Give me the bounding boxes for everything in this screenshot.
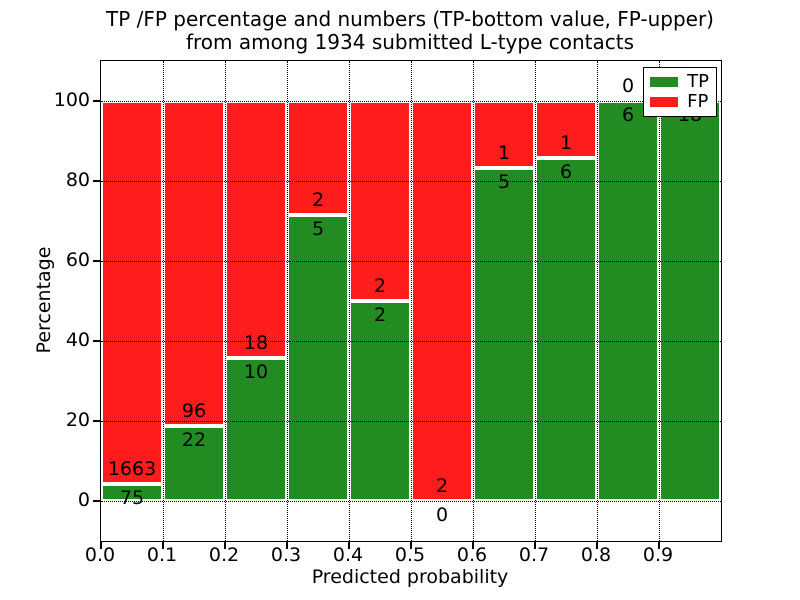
x-tick-label: 0.3 — [270, 544, 302, 566]
x-tick-mark — [348, 541, 350, 549]
fp-bar-segment — [535, 101, 597, 159]
tp-count-label: 0 — [435, 504, 449, 526]
fp-count-label: 96 — [181, 400, 207, 423]
x-tick-label: 0.4 — [332, 544, 364, 566]
tp-count-label: 6 — [559, 161, 573, 184]
x-gridline — [411, 61, 412, 541]
tp-bar-segment — [287, 215, 349, 501]
x-tick-label: 0.2 — [208, 544, 240, 566]
fp-count-label: 2 — [311, 189, 325, 212]
tp-legend-label: TP — [687, 71, 709, 92]
y-tick-label: 0 — [77, 489, 90, 511]
y-axis-label: Percentage — [33, 246, 55, 354]
fp-count-label: 1 — [497, 141, 511, 164]
fp-count-label: 18 — [243, 332, 269, 355]
x-gridline — [287, 61, 288, 541]
x-tick-mark — [658, 541, 660, 549]
fp-bar-segment — [411, 101, 473, 501]
fp-bar-segment — [101, 101, 163, 484]
fp-count-label: 2 — [435, 475, 449, 497]
tp-count-label: 75 — [119, 486, 145, 509]
tp-count-label: 5 — [311, 218, 325, 241]
tp-bar-segment — [659, 101, 721, 501]
x-tick-mark — [286, 541, 288, 549]
x-tick-mark — [534, 541, 536, 549]
fp-legend-swatch — [650, 97, 679, 107]
x-tick-mark — [472, 541, 474, 549]
fp-legend-label: FP — [687, 91, 709, 112]
tp-bar-segment — [597, 101, 659, 501]
plot-area: 16637596221810252220151606018 TP FP — [100, 60, 722, 542]
legend: TP FP — [643, 67, 717, 117]
chart-title-line2: from among 1934 submitted L-type contact… — [185, 30, 635, 54]
x-axis-label: Predicted probability — [311, 566, 509, 588]
fp-bar-segment — [349, 101, 411, 301]
x-tick-mark — [224, 541, 226, 549]
x-gridline — [535, 61, 536, 541]
tp-count-label: 22 — [181, 429, 207, 452]
fp-count-label: 1663 — [107, 457, 157, 480]
x-gridline — [597, 61, 598, 541]
x-tick-mark — [596, 541, 598, 549]
tp-legend-swatch — [650, 77, 679, 87]
y-tick-mark — [93, 180, 100, 182]
y-tick-mark — [93, 340, 100, 342]
y-tick-mark — [93, 100, 100, 102]
x-gridline — [225, 61, 226, 541]
legend-item-fp: FP — [650, 92, 709, 112]
y-tick-label: 40 — [65, 329, 90, 351]
tp-bar-segment — [535, 158, 597, 501]
fp-count-label: 2 — [373, 275, 387, 297]
tp-count-label: 2 — [373, 304, 387, 326]
x-gridline — [473, 61, 474, 541]
x-tick-label: 0.8 — [580, 544, 612, 566]
fp-count-label: 1 — [559, 132, 573, 155]
y-tick-label: 20 — [65, 409, 90, 431]
y-tick-mark — [93, 500, 100, 502]
x-gridline — [163, 61, 164, 541]
y-tick-label: 100 — [53, 89, 90, 111]
y-tick-label: 80 — [65, 169, 90, 191]
tp-count-label: 10 — [243, 361, 269, 384]
x-tick-mark — [410, 541, 412, 549]
tp-bar-segment — [101, 483, 163, 501]
x-tick-label: 0.1 — [146, 544, 178, 566]
x-gridline — [659, 61, 660, 541]
y-tick-label: 60 — [65, 249, 90, 271]
x-tick-label: 0.7 — [518, 544, 550, 566]
tp-bar-segment — [349, 301, 411, 501]
fp-bar-segment — [163, 101, 225, 427]
tp-bar-segment — [225, 358, 287, 501]
x-tick-label: 0.9 — [642, 544, 674, 566]
x-tick-mark — [100, 541, 102, 549]
fp-count-label: 0 — [621, 75, 635, 97]
tp-bar-segment — [163, 426, 225, 501]
y-tick-mark — [93, 260, 100, 262]
legend-item-tp: TP — [650, 72, 709, 92]
chart-title: TP /FP percentage and numbers (TP-bottom… — [90, 8, 730, 54]
chart-title-line1: TP /FP percentage and numbers (TP-bottom… — [106, 7, 714, 31]
y-tick-mark — [93, 420, 100, 422]
fp-bar-segment — [225, 101, 287, 359]
x-gridline — [349, 61, 350, 541]
x-tick-label: 0.5 — [394, 544, 426, 566]
fp-bar-segment — [287, 101, 349, 216]
tp-bar-segment — [473, 167, 535, 501]
tp-count-label: 6 — [621, 104, 635, 126]
tp-count-label: 5 — [497, 170, 511, 193]
fp-bar-segment — [473, 101, 535, 168]
x-tick-label: 0.6 — [456, 544, 488, 566]
x-tick-label: 0.0 — [84, 544, 116, 566]
x-tick-mark — [162, 541, 164, 549]
